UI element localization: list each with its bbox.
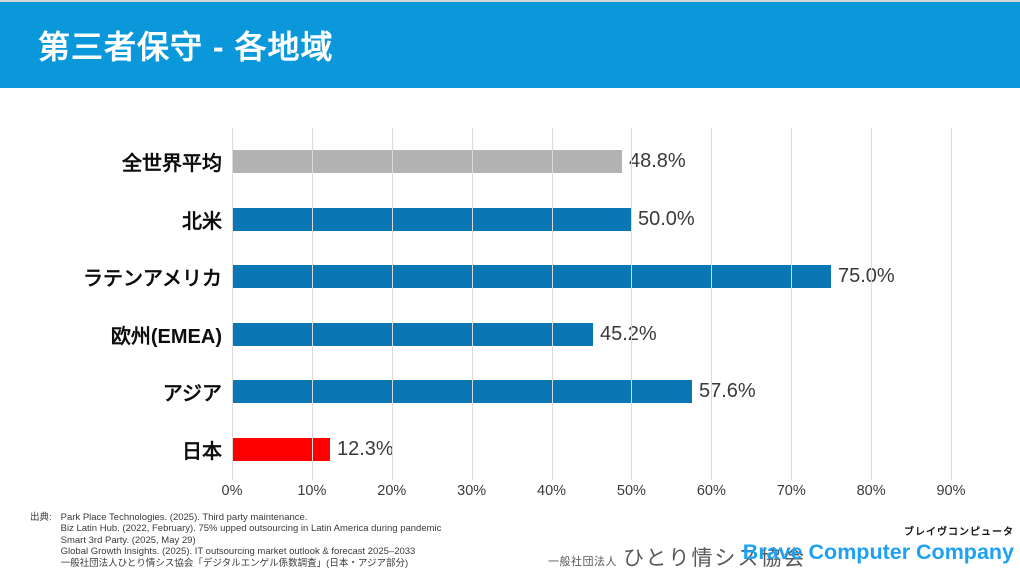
category-label: 北米	[182, 210, 222, 233]
category-label: 日本	[182, 440, 222, 463]
x-tick-label: 90%	[936, 483, 966, 499]
x-tick-label: 50%	[616, 483, 646, 499]
value-label: 50.0%	[638, 207, 695, 230]
chart-bar	[232, 265, 831, 289]
source-line: Biz Latin Hub. (2022, February). 75% upp…	[60, 523, 442, 535]
x-tick-label: 30%	[457, 483, 487, 499]
gridline	[711, 128, 713, 480]
chart-bar-row: 45.2%	[232, 306, 951, 364]
x-tick-label: 60%	[696, 483, 726, 499]
source-line: Global Growth Insights. (2025). IT outso…	[60, 546, 416, 558]
value-label: 48.8%	[629, 150, 686, 173]
x-tick-label: 10%	[297, 483, 327, 499]
brave-logo-name: Brave Computer Company	[742, 540, 1014, 564]
source-line: 一般社団法人ひとり情シス協会「デジタルエンゲル係数調査」(日本・アジア部分)	[60, 557, 409, 569]
gridline	[871, 128, 873, 480]
gridline	[471, 128, 473, 480]
chart-bar	[232, 380, 692, 404]
gridline	[951, 128, 952, 480]
chart-bar-row: 57.6%	[232, 363, 951, 421]
hitori-logo-name: ひとり情シス協会	[623, 547, 807, 570]
brave-computer-company-logo: ブレイヴコンピュータ Brave Computer Company	[743, 523, 1014, 565]
category-label: 欧州(EMEA)	[110, 325, 222, 348]
category-axis: 全世界平均北米ラテンアメリカ欧州(EMEA) アジア日本	[0, 133, 222, 478]
value-label: 57.6%	[699, 380, 756, 403]
x-axis: 0% 10% 20% 30% 40% 50% 60% 70% 80% 90%	[222, 483, 966, 503]
chart-bar	[232, 437, 330, 461]
chart-bar	[232, 322, 593, 346]
chart-bar-row: 75.0%	[232, 248, 951, 306]
x-tick-label: 80%	[856, 483, 886, 499]
source-label: 出典:	[30, 512, 52, 523]
source-citations: 出典: Park Place Technologies. (2025). Thi…	[30, 512, 441, 569]
page-title: 第三者保守 - 各地域	[38, 29, 334, 65]
source-lines: Park Place Technologies. (2025). Third p…	[61, 512, 442, 569]
slide-top-edge	[0, 0, 1020, 2]
category-label: 全世界平均	[122, 153, 222, 176]
source-line: Smart 3rd Party. (2025, May 29)	[60, 534, 196, 546]
gridline	[791, 128, 793, 480]
hitori-logo-prefix: 一般社団法人	[548, 556, 617, 568]
gridline	[232, 128, 233, 480]
gridline	[391, 128, 393, 480]
brave-logo-katakana: ブレイヴコンピュータ	[904, 527, 1014, 538]
value-label: 45.2%	[600, 322, 657, 345]
gridline	[631, 128, 633, 480]
value-label: 12.3%	[337, 437, 394, 460]
value-label: 75.0%	[838, 265, 895, 288]
x-tick-label: 20%	[377, 483, 407, 499]
bar-rows: 48.8% 50.0% 75.0% 45.2% 57.6% 12.3%	[232, 133, 951, 478]
chart-bar	[232, 207, 631, 231]
gridline	[311, 128, 313, 480]
slide-header-band: 第三者保守 - 各地域	[0, 2, 1020, 88]
chart-bar-row: 50.0%	[232, 191, 951, 249]
chart-bar	[232, 150, 622, 174]
hitori-joushisu-association-logo: 一般社団法人 ひとり情シス協会	[548, 542, 806, 572]
category-label: ラテンアメリカ	[83, 268, 222, 291]
chart-bar-row: 12.3%	[232, 421, 951, 479]
x-tick-label: 0%	[221, 483, 243, 499]
category-label: アジア	[162, 383, 222, 406]
chart-bar-row: 48.8%	[232, 133, 951, 191]
x-tick-label: 70%	[776, 483, 806, 499]
source-line: Park Place Technologies. (2025). Third p…	[60, 512, 308, 523]
gridline	[551, 128, 553, 480]
plot-area: 48.8% 50.0% 75.0% 45.2% 57.6% 12.3%	[232, 128, 952, 480]
x-tick-label: 40%	[537, 483, 567, 499]
